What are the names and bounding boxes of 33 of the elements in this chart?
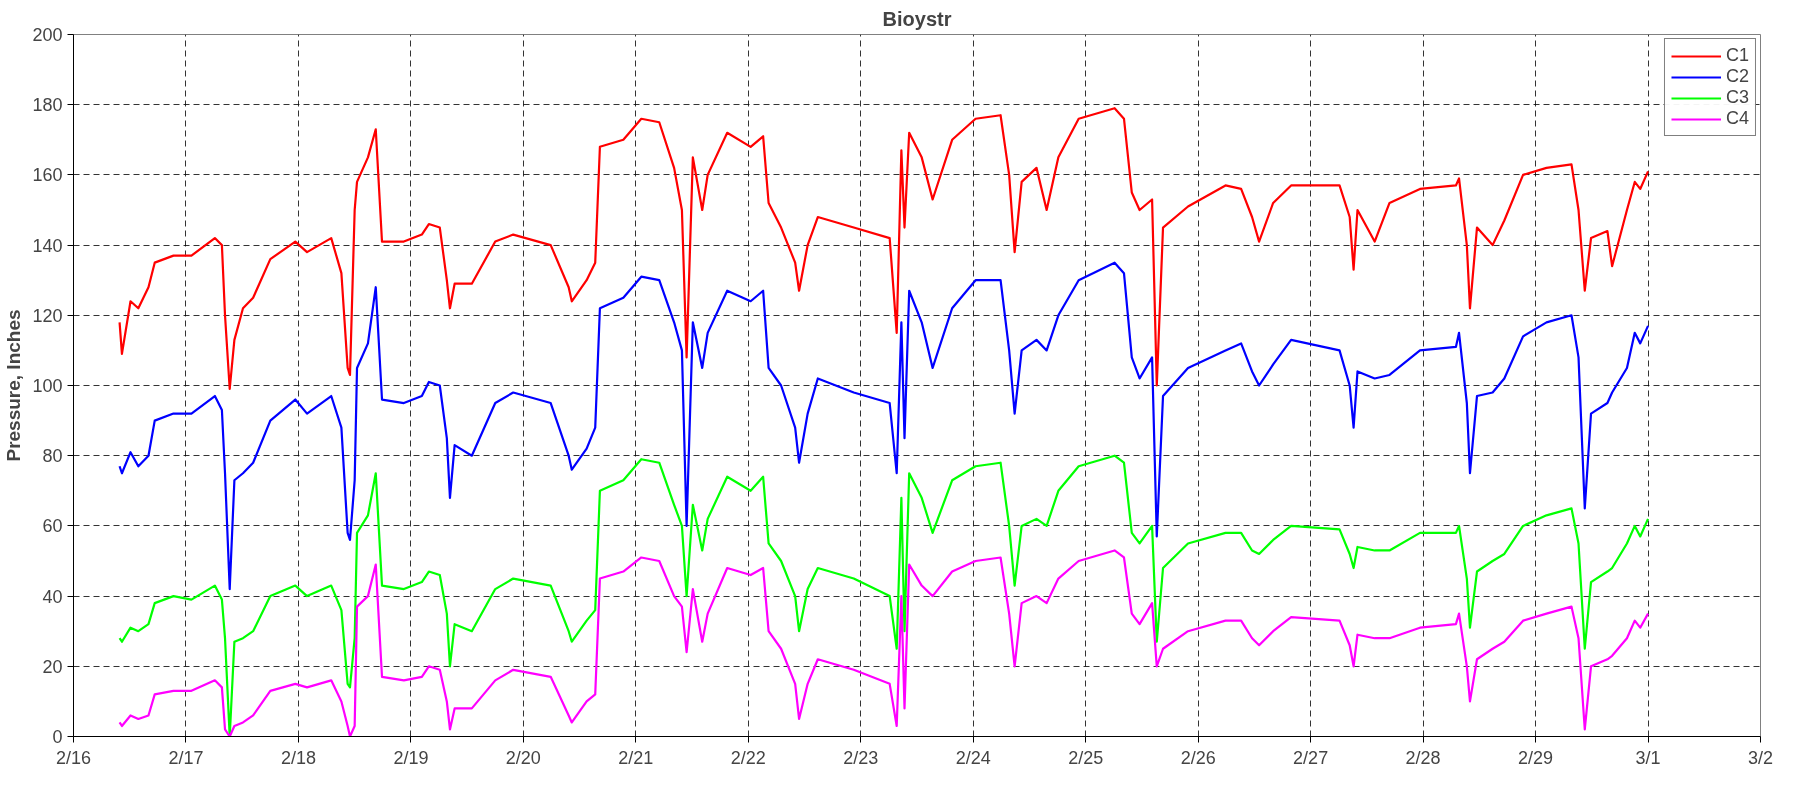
y-tick-label: 40 <box>42 586 63 607</box>
y-tick-label: 180 <box>32 95 63 116</box>
x-tick-label: 2/23 <box>843 747 879 768</box>
x-tick-label: 2/28 <box>1405 747 1441 768</box>
y-tick-label: 120 <box>32 305 63 326</box>
x-tick-label: 2/29 <box>1518 747 1554 768</box>
y-tick-label: 0 <box>52 727 63 747</box>
x-tick-label: 2/25 <box>1068 747 1104 768</box>
x-tick-label: 2/21 <box>618 747 654 768</box>
x-tick-label: 2/20 <box>505 747 541 768</box>
x-tick-label: 3/1 <box>1635 747 1661 768</box>
legend-label: C3 <box>1725 87 1749 108</box>
legend-label: C4 <box>1725 108 1749 129</box>
y-axis-title: Pressure, Inches <box>3 309 25 462</box>
y-tick-label: 20 <box>42 656 63 677</box>
chart-title: Bioystr <box>882 7 952 30</box>
y-tick-label: 100 <box>32 376 63 396</box>
x-tick-label: 2/16 <box>55 747 92 768</box>
y-tick-label: 60 <box>42 516 63 537</box>
y-tick-label: 200 <box>32 25 63 45</box>
x-tick-label: 2/24 <box>955 747 991 768</box>
x-tick-label: 2/18 <box>280 747 316 768</box>
y-tick-label: 140 <box>32 235 63 256</box>
y-tick-label: 80 <box>42 446 63 467</box>
legend-label: C1 <box>1725 45 1749 66</box>
x-tick-label: 2/22 <box>730 747 766 768</box>
x-tick-label: 3/2 <box>1747 747 1774 768</box>
x-tick-label: 2/19 <box>393 747 429 768</box>
y-tick-label: 160 <box>32 165 63 186</box>
x-tick-label: 2/17 <box>168 747 204 768</box>
legend-label: C2 <box>1725 66 1749 87</box>
x-tick-label: 2/27 <box>1293 747 1329 768</box>
x-tick-label: 2/26 <box>1180 747 1216 768</box>
